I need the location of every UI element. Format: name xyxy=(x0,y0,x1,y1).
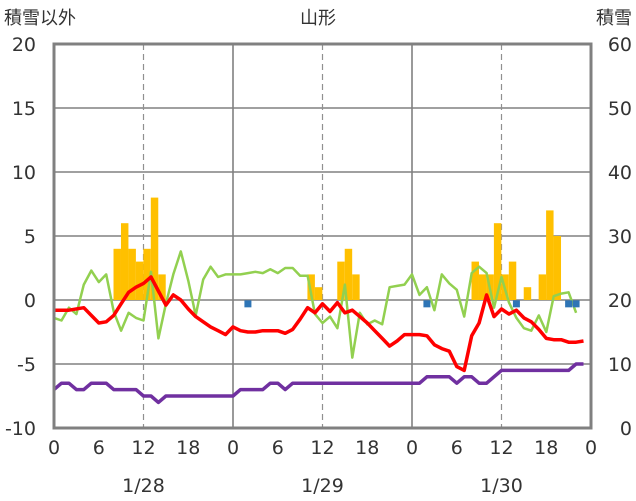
date-label: 1/30 xyxy=(480,475,523,497)
date-label: 1/28 xyxy=(122,475,165,497)
snow-bar xyxy=(478,274,487,300)
snow-bar xyxy=(546,210,554,300)
snow-bar xyxy=(120,223,129,300)
left-tick-label: -10 xyxy=(5,418,36,440)
temperature-line xyxy=(54,275,584,373)
x-tick-label: 12 xyxy=(310,437,334,459)
x-tick-labels: 0 6 12 18 0 6 12 18 0 6 12 18 0 xyxy=(48,437,597,459)
x-tick-label: 18 xyxy=(176,437,200,459)
x-tick-label: 0 xyxy=(585,437,597,459)
x-tick-label: 18 xyxy=(355,437,379,459)
right-tick-labels: 0 10 20 30 40 50 60 xyxy=(608,34,632,440)
snow-bar xyxy=(471,261,479,300)
snow-bar xyxy=(143,248,151,300)
blue-marker xyxy=(512,300,520,308)
blue-marker xyxy=(423,300,431,308)
snow-bars xyxy=(113,197,562,300)
purple-line xyxy=(52,362,584,405)
blue-marker xyxy=(565,300,573,308)
right-tick-label: 50 xyxy=(608,98,632,120)
left-tick-label: 15 xyxy=(12,98,36,120)
snow-bar xyxy=(113,248,121,300)
x-tick-label: 0 xyxy=(48,437,60,459)
snow-bar xyxy=(307,274,315,300)
snow-bar xyxy=(352,274,360,300)
series-lines xyxy=(52,250,584,405)
snow-bar xyxy=(538,274,547,300)
snow-bar xyxy=(493,223,502,300)
right-tick-label: 20 xyxy=(608,290,632,312)
blue-markers xyxy=(244,300,580,308)
left-tick-labels: -10 -5 0 5 10 15 20 xyxy=(5,34,36,440)
x-tick-label: 0 xyxy=(406,437,418,459)
right-tick-label: 30 xyxy=(608,226,632,248)
blue-marker xyxy=(244,300,252,308)
right-tick-label: 60 xyxy=(608,34,632,56)
left-tick-label: 5 xyxy=(24,226,36,248)
snow-bar xyxy=(344,248,353,300)
plot-frame xyxy=(52,42,593,430)
snow-bar xyxy=(150,197,159,300)
snow-bar xyxy=(135,261,144,300)
right-tick-label: 10 xyxy=(608,354,632,376)
date-labels: 1/28 1/29 1/30 xyxy=(122,475,523,497)
x-tick-label: 12 xyxy=(489,437,513,459)
x-tick-label: 6 xyxy=(451,437,463,459)
x-tick-label: 6 xyxy=(272,437,284,459)
x-tick-label: 6 xyxy=(93,437,105,459)
right-tick-label: 0 xyxy=(620,418,632,440)
left-tick-label: -5 xyxy=(17,354,36,376)
chart-title: 山形 xyxy=(300,8,336,29)
x-tick-label: 12 xyxy=(131,437,155,459)
blue-marker xyxy=(572,300,580,308)
right-axis-title: 積雪 xyxy=(596,8,632,29)
left-tick-label: 20 xyxy=(12,34,36,56)
left-axis-title: 積雪以外 xyxy=(4,8,76,29)
date-label: 1/29 xyxy=(301,475,344,497)
right-tick-label: 40 xyxy=(608,162,632,184)
snow-bar xyxy=(508,261,517,300)
left-tick-label: 10 xyxy=(12,162,36,184)
x-tick-label: 18 xyxy=(534,437,558,459)
snow-bar xyxy=(523,287,532,300)
x-tick-label: 0 xyxy=(227,437,239,459)
snow-bar xyxy=(337,261,345,300)
left-tick-label: 0 xyxy=(24,290,36,312)
snow-bar xyxy=(314,287,323,300)
snow-bar xyxy=(128,248,136,300)
snow-bar xyxy=(553,236,562,300)
snow-bar xyxy=(158,274,166,300)
